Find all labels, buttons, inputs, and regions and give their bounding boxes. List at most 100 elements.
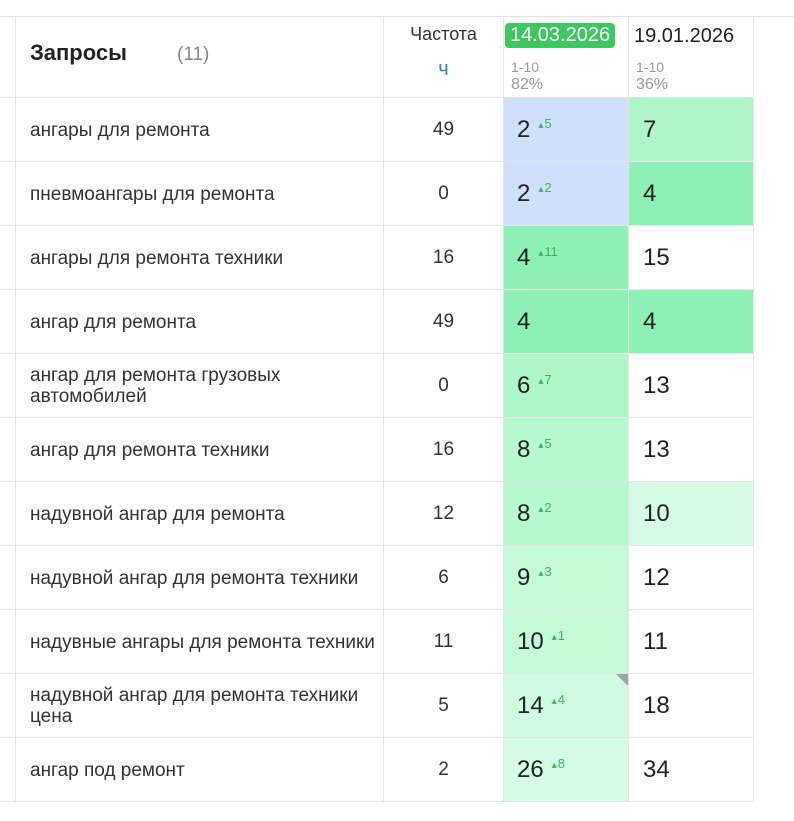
row-divider xyxy=(0,161,753,162)
position-value: 4 xyxy=(643,308,657,335)
query-text[interactable]: ангар для ремонта xyxy=(30,311,197,333)
row-divider xyxy=(0,673,753,674)
position-value: 13 xyxy=(643,436,670,463)
position-value: 34 xyxy=(643,756,670,783)
table-row[interactable]: ангар для ремонта техники 16 85 13 xyxy=(0,418,794,482)
query-text[interactable]: ангары для ремонта техники xyxy=(30,247,284,269)
position-cell-previous[interactable]: 13 xyxy=(628,418,753,482)
position-cell-previous[interactable]: 13 xyxy=(628,354,753,418)
position-cell-previous[interactable]: 15 xyxy=(628,226,753,290)
query-text[interactable]: надувной ангар для ремонта техники цена xyxy=(30,685,359,727)
query-text[interactable]: надувные ангары для ремонта техники xyxy=(30,631,375,653)
position-value: 9 xyxy=(517,564,531,591)
position-cell-previous[interactable]: 10 xyxy=(628,482,753,546)
query-text[interactable]: пневмоангары для ремонта xyxy=(30,183,275,205)
queries-count: (11) xyxy=(177,44,210,65)
position-change-up: 1 xyxy=(552,628,565,643)
date1-percent: 82% xyxy=(511,76,544,93)
position-cell-current[interactable]: 85 xyxy=(503,418,628,482)
position-cell-current[interactable]: 26 8 xyxy=(503,738,628,802)
table-row[interactable]: ангар под ремонт 2 26 8 34 xyxy=(0,738,794,802)
position-change-up: 8 xyxy=(552,756,565,771)
position-value: 10 xyxy=(643,500,670,527)
query-text[interactable]: надувной ангар для ремонта техники xyxy=(30,567,359,589)
table-row[interactable]: надувной ангар для ремонта 12 82 10 xyxy=(0,482,794,546)
position-value: 2 xyxy=(517,116,531,143)
query-frequency: 6 xyxy=(438,567,449,588)
position-change-up: 4 xyxy=(552,692,565,707)
position-change-up: 5 xyxy=(538,436,551,451)
table-row[interactable]: надувной ангар для ремонта техники 6 93 12 xyxy=(0,546,794,610)
column-divider xyxy=(628,16,629,801)
position-cell-previous[interactable]: 4 xyxy=(628,162,753,226)
position-cell-previous[interactable]: 12 xyxy=(628,546,753,610)
date1-range: 1-10 xyxy=(511,59,540,75)
frequency-header[interactable]: Частота xyxy=(410,24,477,44)
header-divider xyxy=(0,97,753,98)
query-text[interactable]: ангар для ремонта техники xyxy=(30,439,270,461)
position-value: 4 xyxy=(517,244,531,271)
position-value: 14 xyxy=(517,692,544,719)
position-cell-current[interactable]: 4 11 xyxy=(503,226,628,290)
position-cell-previous[interactable]: 7 xyxy=(628,98,753,162)
position-change-up: 2 xyxy=(538,180,551,195)
position-cell-current[interactable]: 4 xyxy=(503,290,628,354)
comment-marker[interactable] xyxy=(616,674,628,686)
date2-range: 1-10 xyxy=(636,59,665,75)
position-cell-previous[interactable]: 11 xyxy=(628,610,753,674)
top-divider xyxy=(0,16,794,17)
row-divider xyxy=(0,289,753,290)
column-divider xyxy=(753,16,754,801)
position-value: 8 xyxy=(517,436,531,463)
query-text[interactable]: ангары для ремонта xyxy=(30,119,210,141)
position-cell-current[interactable]: 10 1 xyxy=(503,610,628,674)
position-cell-current[interactable]: 14 4 xyxy=(503,674,628,738)
position-cell-current[interactable]: 93 xyxy=(503,546,628,610)
query-frequency: 16 xyxy=(432,247,455,268)
position-value: 26 xyxy=(517,756,544,783)
position-value: 2 xyxy=(517,180,531,207)
frequency-type-toggle[interactable]: ч xyxy=(438,58,449,80)
position-cell-current[interactable]: 22 xyxy=(503,162,628,226)
position-cell-previous[interactable]: 34 xyxy=(628,738,753,802)
query-text[interactable]: ангар для ремонта грузовых автомобилей xyxy=(30,365,281,407)
query-text[interactable]: надувной ангар для ремонта xyxy=(30,503,285,525)
position-value: 4 xyxy=(643,180,657,207)
table-row[interactable]: ангары для ремонта 49 25 7 xyxy=(0,98,794,162)
table-row[interactable]: пневмоангары для ремонта 0 22 4 xyxy=(0,162,794,226)
query-frequency: 5 xyxy=(438,695,449,716)
position-cell-current[interactable]: 82 xyxy=(503,482,628,546)
query-frequency: 0 xyxy=(438,183,449,204)
position-value: 15 xyxy=(643,244,670,271)
position-value: 13 xyxy=(643,372,670,399)
position-cell-current[interactable]: 67 xyxy=(503,354,628,418)
position-cell-previous[interactable]: 4 xyxy=(628,290,753,354)
query-frequency: 2 xyxy=(438,759,449,780)
position-cell-current[interactable]: 25 xyxy=(503,98,628,162)
table-row[interactable]: ангар для ремонта грузовых автомобилей 0 6… xyxy=(0,354,794,418)
position-change-up: 7 xyxy=(538,372,551,387)
position-change-up: 2 xyxy=(538,500,551,515)
row-divider xyxy=(0,609,753,610)
position-cell-previous[interactable]: 18 xyxy=(628,674,753,738)
row-divider xyxy=(0,545,753,546)
table-row[interactable]: ангар для ремонта 49 4 4 xyxy=(0,290,794,354)
table-row[interactable]: надувные ангары для ремонта техники 11 101… xyxy=(0,610,794,674)
query-text[interactable]: ангар под ремонт xyxy=(30,759,185,781)
position-value: 8 xyxy=(517,500,531,527)
position-value: 11 xyxy=(643,628,668,655)
column-divider xyxy=(15,16,16,801)
column-divider xyxy=(503,16,504,801)
query-frequency: 49 xyxy=(432,311,455,332)
position-value: 7 xyxy=(643,116,657,143)
date-column-header[interactable]: 19.01.2026 xyxy=(634,25,735,47)
date-column-header-active[interactable]: 14.03.2026 xyxy=(505,23,616,48)
date2-percent: 36% xyxy=(636,76,669,93)
row-divider xyxy=(0,417,753,418)
row-divider xyxy=(0,225,753,226)
table-row[interactable]: надувной ангар для ремонта техники цена 5… xyxy=(0,674,794,738)
query-frequency: 12 xyxy=(432,503,455,524)
table-row[interactable]: ангары для ремонта техники 16 4 11 15 xyxy=(0,226,794,290)
row-divider xyxy=(0,481,753,482)
